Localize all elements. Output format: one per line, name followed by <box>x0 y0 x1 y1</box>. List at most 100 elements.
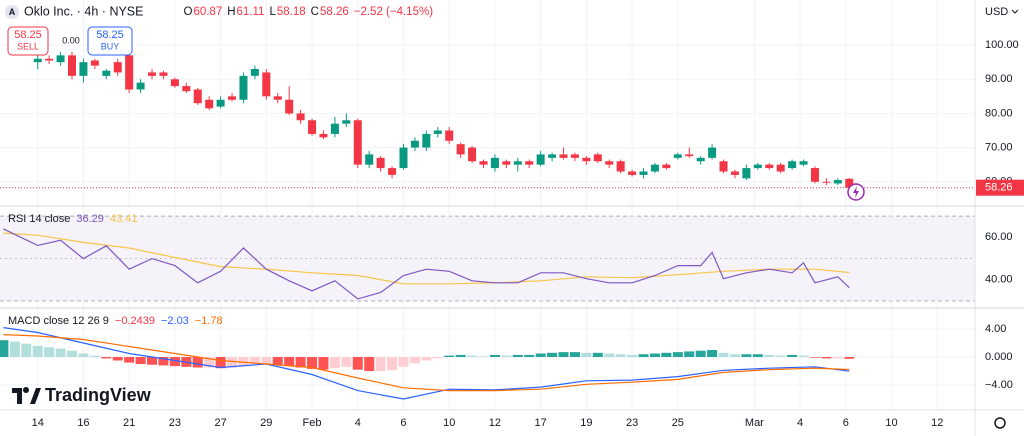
candle-body <box>228 96 237 100</box>
histogram-bar <box>672 352 683 358</box>
x-tick-label: 10 <box>885 417 897 429</box>
candle-body <box>833 180 842 184</box>
candle-body <box>593 154 602 162</box>
candle-body <box>388 168 397 175</box>
rsi-band <box>0 216 975 301</box>
ohlc-change: −2.52 (−4.15%) <box>354 6 433 18</box>
tv-logo-mark <box>12 387 41 404</box>
candle-body <box>845 178 854 188</box>
candle-body <box>456 144 465 155</box>
y-tick-label: −4.00 <box>985 379 1013 391</box>
histogram-bar <box>147 357 158 365</box>
histogram-bar <box>752 354 763 358</box>
y-tick-label: 90.00 <box>985 73 1013 85</box>
candle-body <box>113 62 122 73</box>
ohlc-legend: O 60.87 H 61.11 L 58.18 C 58.26 −2.52 (−4.15%) <box>183 6 433 18</box>
candle-body <box>662 164 671 169</box>
candle-body <box>570 154 579 158</box>
histogram-bar <box>387 357 398 371</box>
x-tick-label: Feb <box>303 417 322 429</box>
x-tick-label: 27 <box>214 417 226 429</box>
candle-body <box>125 55 134 90</box>
candle-body <box>285 99 294 114</box>
histogram-bar <box>729 354 740 358</box>
candle-body <box>159 72 168 76</box>
candle-body <box>136 82 145 90</box>
y-tick-label: 0.000 <box>985 351 1013 363</box>
histogram-bar <box>227 357 238 368</box>
x-tick-label: 19 <box>580 417 592 429</box>
histogram-bar <box>158 357 169 366</box>
candle-body <box>193 89 202 104</box>
indicator-value: −0.2439 <box>115 315 155 327</box>
candle-body <box>445 130 454 141</box>
candle-body <box>205 99 214 109</box>
candle-body <box>525 161 534 165</box>
histogram-bar <box>604 353 615 358</box>
ohlc-value: 58.26 <box>320 6 349 18</box>
settings-icon[interactable] <box>994 417 1006 429</box>
histogram-bar <box>67 350 78 358</box>
candle-body <box>182 86 191 92</box>
candle-body <box>582 157 591 162</box>
histogram-bar <box>798 355 809 358</box>
candle-body <box>776 164 785 172</box>
candle-body <box>788 161 797 169</box>
candle-body <box>605 161 614 165</box>
histogram-bar <box>78 353 89 358</box>
histogram-bar <box>444 355 455 358</box>
buy-button[interactable] <box>87 26 133 56</box>
x-tick-label: 14 <box>32 417 44 429</box>
candle-body <box>239 75 248 100</box>
x-tick-label: 4 <box>355 417 361 429</box>
histogram-bar <box>707 350 718 358</box>
candle-body <box>799 161 808 165</box>
x-tick-label: 12 <box>489 417 501 429</box>
histogram-bar <box>741 354 752 358</box>
candle-body <box>79 62 88 76</box>
candle-body <box>742 168 751 179</box>
histogram-bar <box>352 357 363 370</box>
histogram-bar <box>547 352 558 358</box>
histogram-bar <box>272 357 283 365</box>
candle-body <box>296 113 305 121</box>
candle-body <box>56 55 65 63</box>
histogram-bar <box>581 352 592 358</box>
currency-caret <box>1011 9 1019 14</box>
histogram-bar <box>409 357 420 364</box>
currency[interactable]: USD <box>985 6 1008 18</box>
candle-body <box>548 154 557 158</box>
histogram-bar <box>638 354 649 358</box>
x-tick-label: 6 <box>400 417 406 429</box>
x-tick-label: Mar <box>745 417 764 429</box>
candle-body <box>468 147 477 162</box>
candle-body <box>559 154 568 158</box>
candle-body <box>536 154 545 165</box>
candle-body <box>479 161 488 165</box>
candle-body <box>708 147 717 158</box>
candle-body <box>433 130 442 134</box>
candle-body <box>342 120 351 124</box>
histogram-bar <box>432 357 443 359</box>
candle-body <box>330 123 339 134</box>
histogram-bar <box>832 357 843 359</box>
histogram-bar <box>467 355 478 358</box>
candle-body <box>685 154 694 157</box>
histogram-bar <box>238 357 249 366</box>
candle-body <box>170 79 179 87</box>
candle-body <box>45 58 54 61</box>
buy-price: 58.25 <box>96 29 124 41</box>
histogram-bar <box>9 341 20 358</box>
candle-body <box>422 133 431 148</box>
histogram-bar <box>695 350 706 358</box>
sell-button[interactable] <box>7 26 49 56</box>
indicator-value: −1.78 <box>195 315 223 327</box>
ohlc-key: L <box>269 6 276 18</box>
histogram-bar <box>809 357 820 358</box>
ohlc-value: 61.11 <box>237 6 265 18</box>
candle-body <box>513 161 522 165</box>
candle-body <box>148 72 157 76</box>
histogram-bar <box>558 352 569 358</box>
histogram-bar <box>341 357 352 367</box>
candle-body <box>102 70 111 76</box>
